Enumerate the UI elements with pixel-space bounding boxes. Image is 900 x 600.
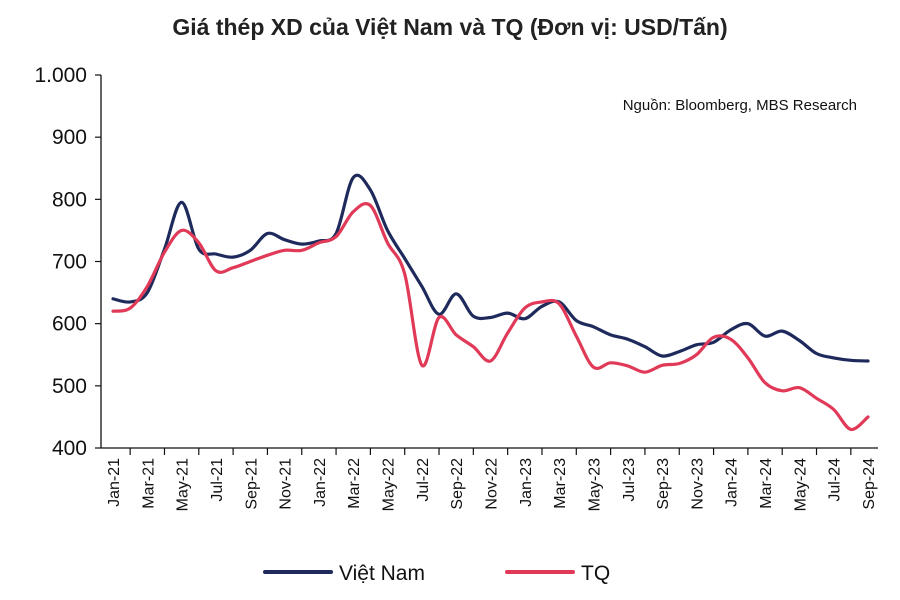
x-tick-label: Sep-24 [861,458,878,510]
x-tick-label: Sep-22 [449,458,466,510]
x-tick-label: Jan-24 [724,458,741,507]
axes: 400 500 600 700 800 900 1.000 Jan-21 Mar-21 May-2… [34,64,878,511]
x-tick-label: May-24 [792,458,809,511]
legend-label-viet-nam: Việt Nam [339,562,425,585]
x-tick-label: Nov-22 [484,458,501,510]
source-note: Nguồn: Bloomberg, MBS Research [623,97,857,114]
x-tick-label: Mar-24 [758,458,775,509]
x-tick-label: Mar-21 [140,458,157,509]
x-tick-label: Nov-23 [689,458,706,510]
x-tick-label: Nov-21 [278,458,295,510]
y-tick-label: 800 [52,188,87,211]
x-tick-label: Jul-24 [827,458,844,502]
x-tick-label: Mar-22 [346,458,363,509]
y-tick-label: 400 [52,437,87,460]
y-tick-label: 600 [52,313,87,336]
series-line-viet-nam [111,173,870,363]
chart-title: Giá thép XD của Việt Nam và TQ (Đơn vị: … [172,14,728,40]
series-layer [111,173,870,432]
x-tick-label: Sep-23 [655,458,672,510]
x-tick-label: May-21 [175,458,192,511]
series-line-tq [111,202,870,432]
x-tick-label: Sep-21 [243,458,260,510]
x-tick-label: May-23 [586,458,603,511]
x-tick-label: Jan-21 [106,458,123,507]
x-tick-label: Jan-22 [312,458,329,507]
x-tick-label: Jan-23 [518,458,535,507]
x-tick-label: May-22 [381,458,398,511]
x-tick-label: Jul-23 [621,458,638,502]
y-tick-label: 500 [52,375,87,398]
legend-label-tq: TQ [581,562,610,585]
x-tick-label: Jul-22 [415,458,432,502]
x-tick-label: Mar-23 [552,458,569,509]
y-tick-label: 1.000 [34,64,87,87]
x-tick-label: Jul-21 [209,458,226,502]
y-tick-label: 700 [52,251,87,274]
legend: Việt Nam TQ [263,562,610,585]
y-tick-label: 900 [52,126,87,149]
